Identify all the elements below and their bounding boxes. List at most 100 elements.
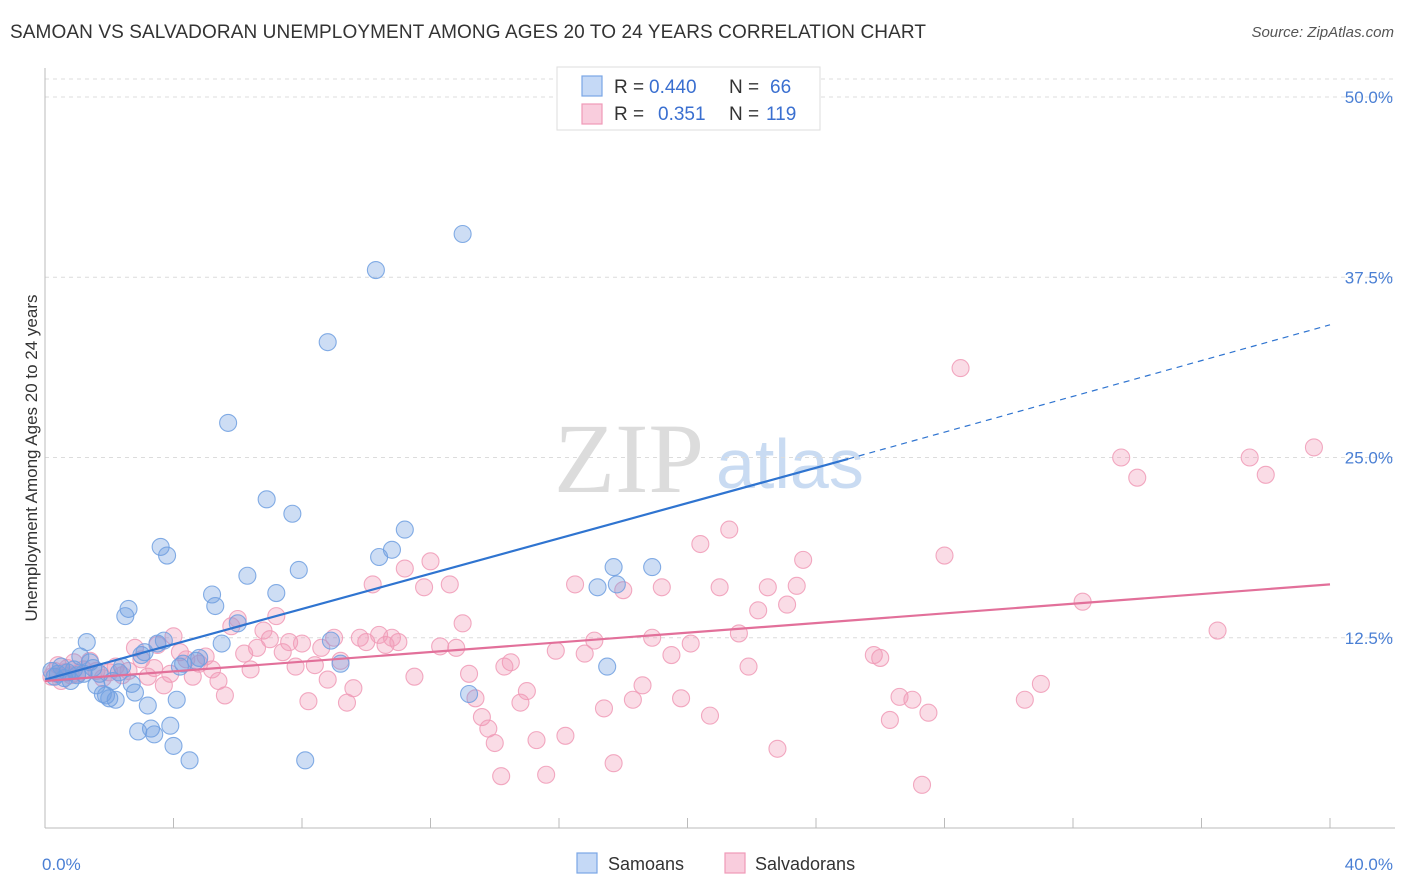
salvadorans-point xyxy=(720,520,739,539)
grid-lines xyxy=(45,78,1395,639)
salvadorans-point xyxy=(880,710,899,729)
samoans-point xyxy=(318,333,337,352)
samoans-point xyxy=(106,690,125,709)
salvadorans-point xyxy=(672,689,691,708)
samoans-point xyxy=(382,540,402,559)
x-tick-labels: 0.0% 40.0% xyxy=(42,855,1393,874)
legend-swatch-salvadorans xyxy=(581,103,603,125)
bottom-legend-swatch-salvadorans xyxy=(724,852,746,874)
salvadorans-point xyxy=(778,595,797,614)
samoans-point xyxy=(296,751,315,770)
y-tick-label-1: 25.0% xyxy=(1345,449,1393,468)
salvadorans-point xyxy=(633,676,652,695)
salvadorans-point xyxy=(556,726,575,745)
salvadorans-point xyxy=(758,578,777,597)
salvadorans-point xyxy=(472,708,491,727)
salvadorans-point xyxy=(794,550,813,569)
salvadorans-point xyxy=(951,359,970,378)
samoans-point xyxy=(453,224,472,244)
samoans-point xyxy=(164,736,183,755)
salvadorans-point xyxy=(318,670,337,689)
samoans-point xyxy=(167,690,186,709)
salvadorans-point xyxy=(1304,438,1323,457)
salvadorans-point xyxy=(312,638,331,657)
salvadorans-point xyxy=(903,690,922,709)
salvadorans-point xyxy=(710,578,729,597)
salvadorans-point xyxy=(546,641,565,660)
salvadorans-point xyxy=(125,638,144,657)
salvadorans-point xyxy=(566,575,585,594)
salvadorans-point xyxy=(1128,468,1147,487)
samoans-trend-line xyxy=(44,457,849,681)
salvadorans-point xyxy=(919,703,938,722)
salvadorans-point xyxy=(260,630,279,649)
legend-n-label-samoans: N = xyxy=(729,77,759,98)
salvadorans-point xyxy=(652,578,671,597)
bottom-legend: Samoans Salvadorans xyxy=(576,852,855,874)
salvadorans-point xyxy=(389,633,408,652)
salvadorans-point xyxy=(1256,465,1275,484)
salvadorans-point xyxy=(935,546,954,565)
salvadorans-point xyxy=(623,690,642,709)
bottom-legend-label-salvadorans: Salvadorans xyxy=(755,854,855,874)
salvadorans-point xyxy=(517,682,536,701)
samoans-point xyxy=(158,546,177,565)
salvadorans-point xyxy=(501,653,520,672)
samoans-point xyxy=(588,578,607,597)
salvadorans-point xyxy=(154,676,173,695)
salvadorans-point xyxy=(447,638,466,657)
salvadorans-point xyxy=(161,664,180,683)
samoans-point xyxy=(598,657,617,676)
salvadorans-point xyxy=(1015,690,1034,709)
watermark-atlas: atlas xyxy=(716,425,864,503)
trend-lines xyxy=(44,324,1331,683)
samoans-point xyxy=(607,575,626,594)
salvadorans-point xyxy=(594,699,614,718)
salvadorans-point xyxy=(604,754,623,773)
samoans-point xyxy=(161,716,180,735)
salvadorans-point xyxy=(247,638,267,657)
samoans-point xyxy=(190,648,209,667)
salvadorans-point xyxy=(299,692,318,711)
y-axis-label: Unemployment Among Ages 20 to 24 years xyxy=(22,295,41,622)
chart-title: SAMOAN VS SALVADORAN UNEMPLOYMENT AMONG … xyxy=(10,22,927,43)
samoans-trend-extension xyxy=(847,324,1331,460)
samoans-point xyxy=(395,520,414,539)
salvadorans-point xyxy=(421,552,440,571)
salvadorans-point xyxy=(485,733,504,753)
salvadorans-point xyxy=(527,731,546,750)
top-legend: R = 0.440 N = 66 R = 0.351 N = 119 xyxy=(556,66,821,131)
samoans-point xyxy=(77,633,96,652)
salvadorans-point xyxy=(292,634,312,653)
axes xyxy=(44,68,1395,829)
samoans-point xyxy=(125,683,144,702)
salvadorans-point xyxy=(395,559,414,578)
samoans-point xyxy=(321,631,340,650)
salvadorans-point xyxy=(871,648,890,667)
salvadorans-point xyxy=(241,660,260,679)
salvadorans-point xyxy=(575,644,594,663)
salvadorans-point xyxy=(415,578,434,597)
samoans-point xyxy=(206,596,225,616)
samoans-point xyxy=(267,583,286,603)
samoans-point xyxy=(643,558,662,577)
y-tick-label-2: 37.5% xyxy=(1345,268,1393,287)
salvadorans-point xyxy=(739,657,758,676)
salvadorans-point xyxy=(170,643,189,662)
salvadorans-point xyxy=(492,767,511,786)
salvadorans-point xyxy=(511,693,530,712)
samoans-point xyxy=(119,599,138,618)
salvadorans-point xyxy=(537,765,556,784)
samoans-point xyxy=(212,634,231,653)
samoans-point xyxy=(257,490,276,509)
samoans-point xyxy=(180,751,199,770)
samoans-point xyxy=(141,719,161,738)
salvadorans-point xyxy=(700,706,720,725)
salvadorans-trend-line xyxy=(44,583,1331,683)
salvadorans-point xyxy=(749,601,768,620)
samoans-point xyxy=(100,689,119,708)
samoans-point xyxy=(366,260,385,280)
legend-swatch-samoans xyxy=(581,75,603,97)
y-tick-labels: 12.5% 25.0% 37.5% 50.0% xyxy=(1345,88,1393,648)
